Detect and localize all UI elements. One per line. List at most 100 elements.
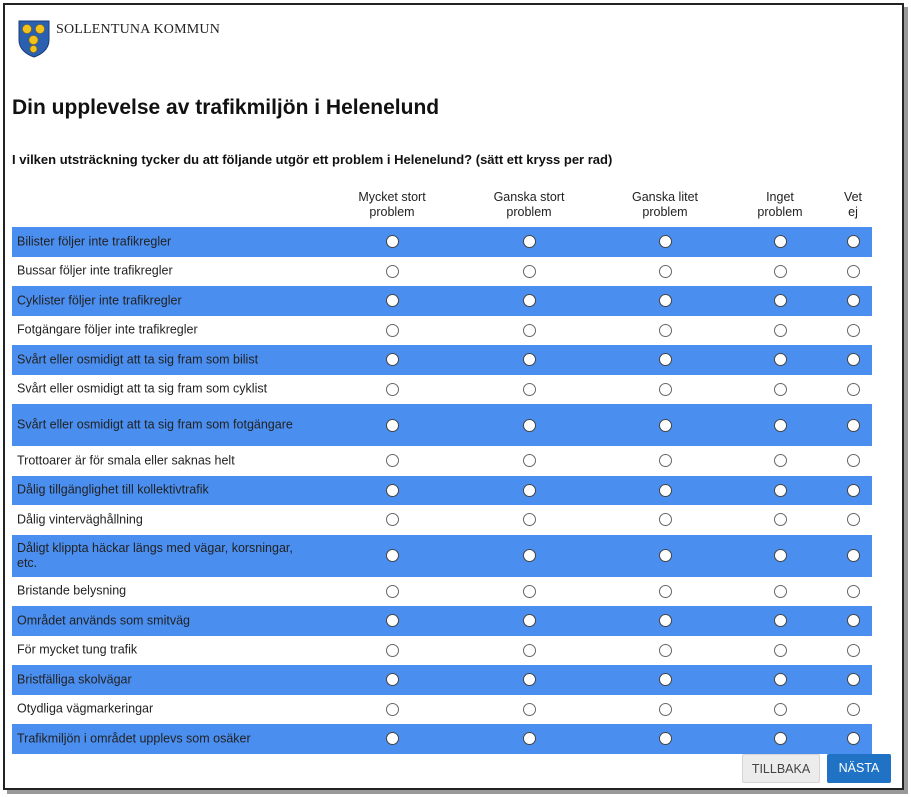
org-logo: SOLLENTUNA KOMMUN — [18, 20, 220, 58]
radio-option[interactable] — [522, 418, 536, 432]
radio-option[interactable] — [385, 418, 399, 432]
radio-option[interactable] — [846, 235, 860, 249]
radio-option[interactable] — [846, 584, 860, 598]
radio-option[interactable] — [658, 614, 672, 628]
radio-option[interactable] — [846, 732, 860, 746]
radio-option[interactable] — [773, 418, 787, 432]
radio-option[interactable] — [773, 323, 787, 337]
radio-option[interactable] — [658, 323, 672, 337]
radio-option[interactable] — [773, 483, 787, 497]
radio-option[interactable] — [522, 643, 536, 657]
radio-option[interactable] — [773, 549, 787, 562]
radio-option[interactable] — [522, 454, 536, 468]
radio-option[interactable] — [522, 584, 536, 598]
radio-option[interactable] — [773, 584, 787, 598]
radio-option[interactable] — [385, 294, 399, 308]
radio-option[interactable] — [658, 382, 672, 396]
radio-option[interactable] — [846, 382, 860, 396]
radio-option[interactable] — [846, 323, 860, 337]
radio-option[interactable] — [522, 702, 536, 716]
radio-option[interactable] — [522, 513, 536, 527]
radio-option[interactable] — [846, 673, 860, 687]
radio-option[interactable] — [773, 353, 787, 367]
radio-option[interactable] — [846, 454, 860, 468]
radio-option[interactable] — [846, 418, 860, 432]
back-button[interactable]: TILLBAKA — [742, 754, 820, 783]
radio-option[interactable] — [846, 294, 860, 308]
radio-option[interactable] — [658, 418, 672, 432]
radio-option[interactable] — [773, 294, 787, 308]
table-row: Dåligt klippta häckar längs med vägar, k… — [12, 534, 872, 577]
radio-option[interactable] — [846, 513, 860, 527]
radio-option[interactable] — [846, 483, 860, 497]
table-row: Bilister följer inte trafikregler — [12, 227, 872, 257]
column-header: Vet ej — [843, 190, 863, 219]
table-row: Svårt eller osmidigt att ta sig fram som… — [12, 375, 872, 405]
radio-option[interactable] — [773, 513, 787, 527]
radio-option[interactable] — [522, 614, 536, 628]
radio-option[interactable] — [522, 294, 536, 308]
question-text: I vilken utsträckning tycker du att följ… — [12, 152, 613, 167]
radio-option[interactable] — [522, 483, 536, 497]
table-row: Svårt eller osmidigt att ta sig fram som… — [12, 345, 872, 375]
radio-option[interactable] — [385, 513, 399, 527]
table-row: För mycket tung trafik — [12, 636, 872, 666]
radio-option[interactable] — [658, 549, 672, 562]
radio-option[interactable] — [658, 702, 672, 716]
radio-option[interactable] — [385, 323, 399, 337]
radio-option[interactable] — [522, 264, 536, 278]
radio-option[interactable] — [385, 549, 399, 562]
radio-option[interactable] — [658, 294, 672, 308]
radio-option[interactable] — [385, 614, 399, 628]
radio-option[interactable] — [522, 235, 536, 249]
radio-option[interactable] — [846, 643, 860, 657]
radio-option[interactable] — [658, 264, 672, 278]
radio-option[interactable] — [846, 549, 860, 562]
radio-option[interactable] — [385, 702, 399, 716]
radio-option[interactable] — [385, 264, 399, 278]
radio-option[interactable] — [522, 732, 536, 746]
radio-option[interactable] — [773, 454, 787, 468]
radio-option[interactable] — [773, 732, 787, 746]
next-button[interactable]: NÄSTA — [827, 754, 891, 783]
table-row: Området används som smitväg — [12, 606, 872, 636]
radio-option[interactable] — [658, 513, 672, 527]
radio-option[interactable] — [658, 673, 672, 687]
table-row: Cyklister följer inte trafikregler — [12, 286, 872, 316]
radio-option[interactable] — [385, 353, 399, 367]
radio-option[interactable] — [773, 264, 787, 278]
radio-option[interactable] — [385, 382, 399, 396]
row-label: Fotgängare följer inte trafikregler — [17, 322, 198, 337]
radio-option[interactable] — [385, 643, 399, 657]
radio-option[interactable] — [773, 235, 787, 249]
radio-option[interactable] — [658, 643, 672, 657]
radio-option[interactable] — [658, 353, 672, 367]
radio-option[interactable] — [773, 643, 787, 657]
radio-option[interactable] — [846, 264, 860, 278]
radio-option[interactable] — [846, 353, 860, 367]
radio-option[interactable] — [658, 235, 672, 249]
radio-option[interactable] — [846, 702, 860, 716]
radio-option[interactable] — [773, 702, 787, 716]
radio-option[interactable] — [773, 382, 787, 396]
radio-option[interactable] — [385, 673, 399, 687]
radio-option[interactable] — [385, 483, 399, 497]
radio-option[interactable] — [385, 454, 399, 468]
radio-option[interactable] — [658, 483, 672, 497]
radio-option[interactable] — [846, 614, 860, 628]
radio-option[interactable] — [658, 584, 672, 598]
radio-option[interactable] — [522, 323, 536, 337]
radio-option[interactable] — [385, 732, 399, 746]
radio-option[interactable] — [522, 549, 536, 562]
table-row: Svårt eller osmidigt att ta sig fram som… — [12, 404, 872, 446]
radio-option[interactable] — [385, 584, 399, 598]
radio-option[interactable] — [522, 382, 536, 396]
radio-option[interactable] — [658, 732, 672, 746]
column-header: Ganska stort problem — [493, 190, 565, 219]
radio-option[interactable] — [385, 235, 399, 249]
radio-option[interactable] — [773, 673, 787, 687]
radio-option[interactable] — [522, 673, 536, 687]
radio-option[interactable] — [658, 454, 672, 468]
radio-option[interactable] — [773, 614, 787, 628]
radio-option[interactable] — [522, 353, 536, 367]
